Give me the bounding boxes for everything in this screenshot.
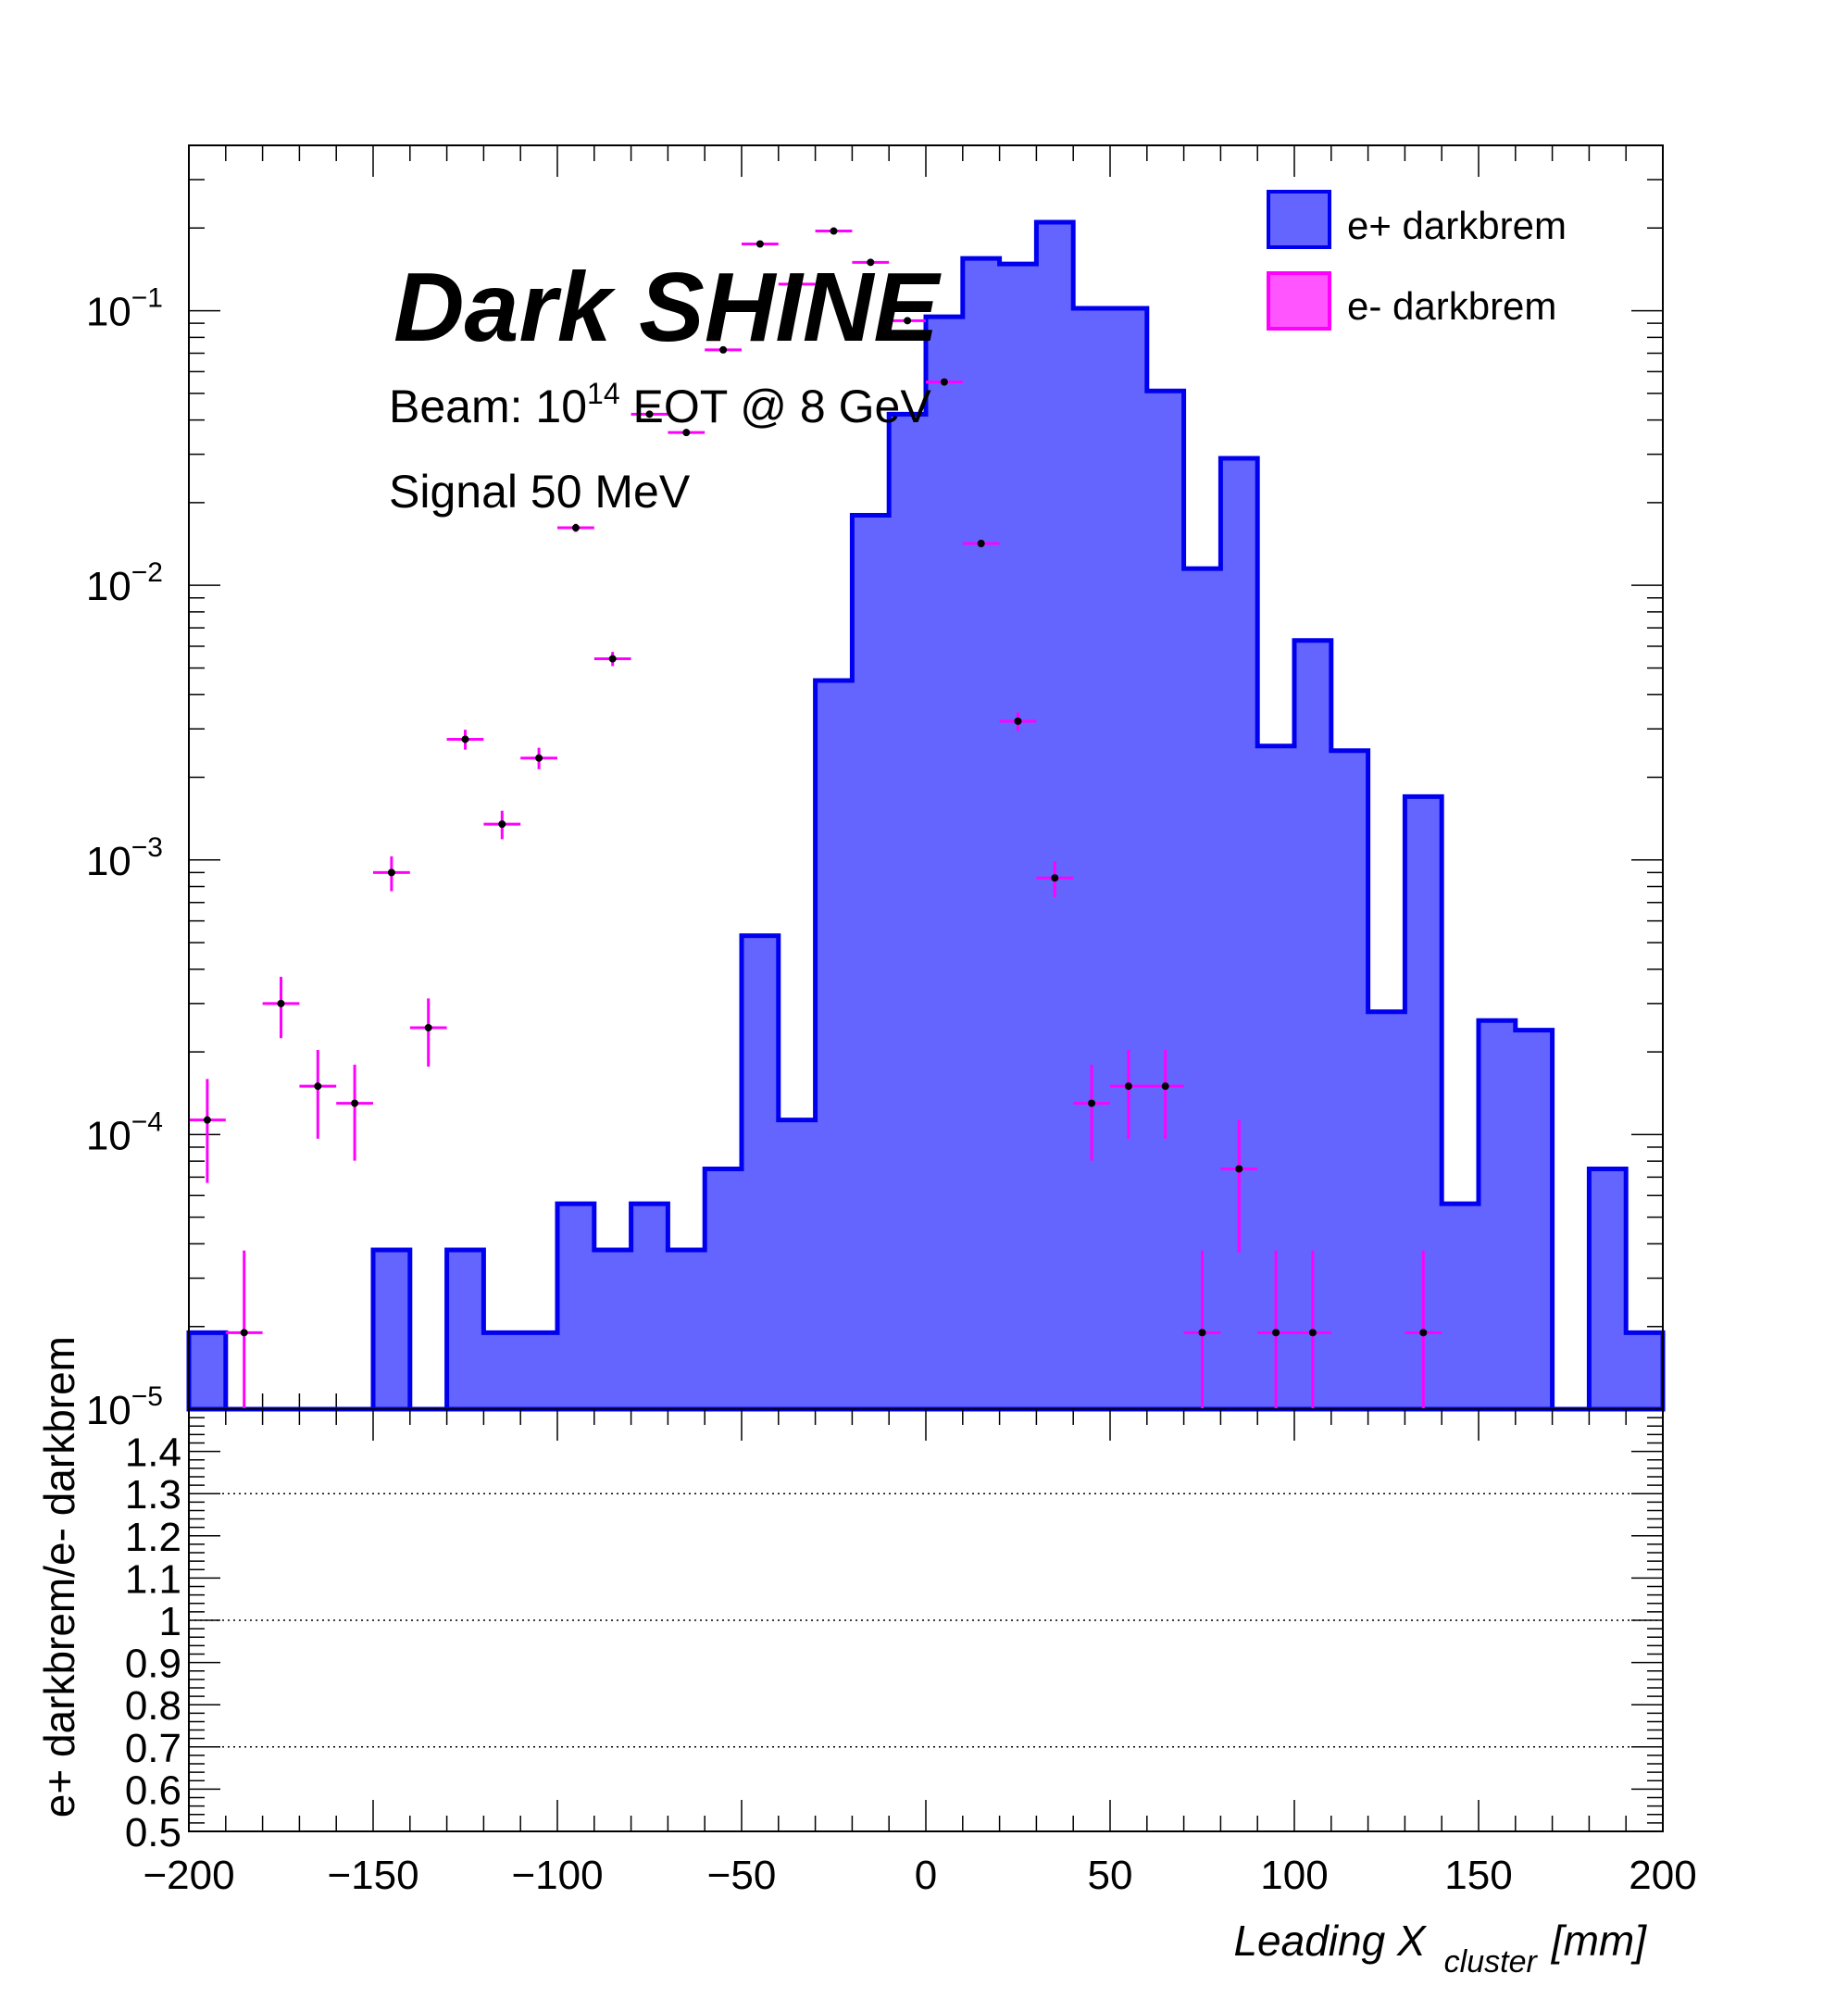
experiment-label: Dark SHINE (393, 253, 942, 362)
bottom-y-tick-label: 1.2 (125, 1515, 181, 1560)
bottom-y-tick-label: 1.1 (125, 1556, 181, 1602)
e-plus-histogram-area (186, 219, 1666, 1412)
signal-label: Signal 50 MeV (389, 466, 691, 518)
top-y-tick-label: 10−4 (86, 1106, 163, 1158)
bottom-y-tick-label: 0.7 (125, 1726, 181, 1771)
e-minus-point (1198, 1329, 1206, 1337)
top-y-tick-labels: 10−5 10−4 10−3 10−2 10−1 (86, 283, 163, 1433)
x-tick-label: 150 (1444, 1853, 1512, 1898)
e-minus-point (571, 524, 580, 532)
x-tick-label: −100 (511, 1853, 603, 1898)
e-minus-point (351, 1099, 359, 1107)
e-minus-point (682, 429, 691, 437)
x-tick-label: −50 (707, 1853, 777, 1898)
e-minus-point (1308, 1329, 1317, 1337)
e-minus-points (189, 227, 1442, 1409)
ratio-reference-lines (189, 1493, 1663, 1748)
e-minus-point (424, 1023, 432, 1031)
e-minus-point (977, 540, 985, 548)
e-minus-point (461, 735, 469, 743)
x-tick-labels: −200 −150 −100 −50 0 50 100 150 200 (143, 1853, 1696, 1898)
legend: e+ darkbrem e- darkbrem (1267, 190, 1567, 331)
e-minus-point (1235, 1165, 1243, 1173)
e-minus-point (1124, 1082, 1132, 1091)
x-tick-label: 0 (915, 1853, 937, 1898)
e-minus-point (498, 820, 506, 829)
bottom-y-tick-labels: 0.50.60.70.80.911.11.21.31.4 (125, 1430, 181, 1855)
e-minus-point (203, 1116, 211, 1124)
bottom-panel-frame (188, 1408, 1664, 1832)
e-minus-point (314, 1082, 322, 1091)
x-tick-label: −200 (143, 1853, 234, 1898)
legend-label-e-plus: e+ darkbrem (1347, 204, 1567, 247)
ratio-y-axis-title: e+ darkbrem/e- darkbrem (35, 1336, 83, 1817)
e-minus-point (793, 280, 801, 288)
top-y-tick-label: 10−5 (86, 1381, 163, 1433)
e-minus-point (387, 868, 395, 877)
legend-swatch-e-plus (1267, 190, 1331, 249)
top-y-tick-label: 10−2 (86, 557, 163, 609)
bottom-y-tick-label: 1.4 (125, 1430, 181, 1476)
e-minus-point (608, 655, 617, 663)
e-minus-point (535, 754, 543, 762)
bottom-y-tick-label: 0.9 (125, 1642, 181, 1687)
e-minus-point (719, 345, 728, 354)
legend-swatch-e-minus (1267, 271, 1331, 331)
x-tick-label: 100 (1260, 1853, 1328, 1898)
top-y-tick-label: 10−3 (86, 832, 163, 884)
bottom-y-tick-label: 0.8 (125, 1683, 181, 1729)
e-minus-point (277, 999, 285, 1007)
e-minus-point (904, 317, 912, 325)
e-minus-point (1051, 874, 1059, 882)
e-plus-histogram (186, 219, 1666, 1412)
e-minus-point (755, 240, 764, 248)
x-tick-label: 200 (1629, 1853, 1696, 1898)
e-minus-point (1014, 717, 1022, 725)
e-minus-point (830, 227, 838, 235)
legend-label-e-minus: e- darkbrem (1347, 284, 1556, 328)
bottom-y-tick-label: 1.3 (125, 1472, 181, 1518)
bottom-y-tick-label: 1 (159, 1599, 181, 1644)
bottom-y-tick-label: 0.5 (125, 1810, 181, 1855)
e-minus-point (1088, 1099, 1096, 1107)
e-minus-point (1419, 1329, 1428, 1337)
e-minus-point (645, 410, 654, 418)
beam-label: Beam: 1014 EOT @ 8 GeV (389, 377, 931, 432)
e-minus-point (940, 378, 948, 386)
e-minus-point (240, 1329, 248, 1337)
bottom-panel-ticks (188, 1408, 1664, 1832)
top-y-tick-label: 10−1 (86, 283, 163, 335)
e-minus-point (1272, 1329, 1280, 1337)
x-tick-label: −150 (327, 1853, 418, 1898)
bottom-y-tick-label: 0.6 (125, 1767, 181, 1813)
e-minus-point (867, 258, 875, 267)
e-minus-point (1161, 1082, 1169, 1091)
x-tick-label: 50 (1088, 1853, 1133, 1898)
